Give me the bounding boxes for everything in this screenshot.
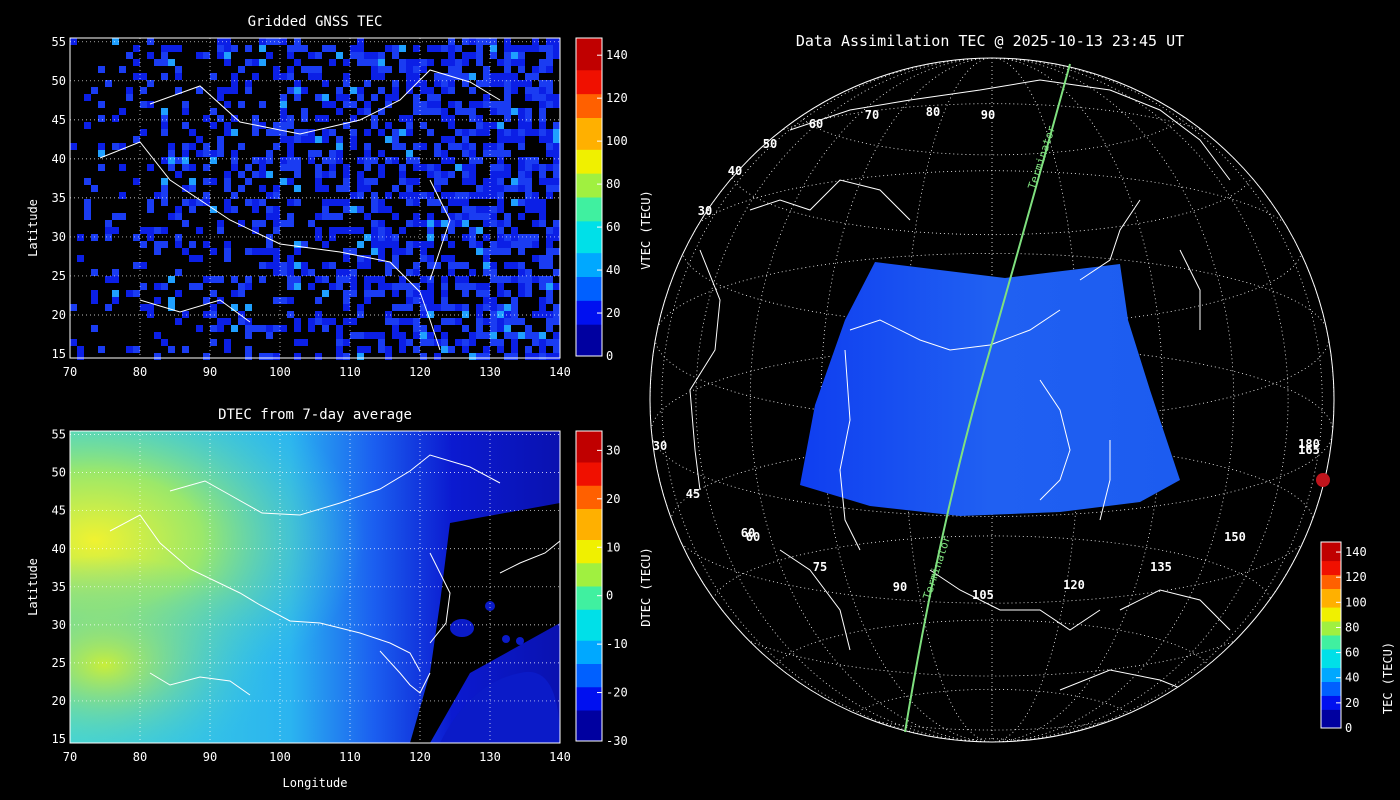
colorbar-tick-label: 100 [1345,595,1367,609]
y-tick-label: 30 [52,618,66,632]
colorbar-tick-label: 20 [606,492,620,506]
colorbar-tick-label: -30 [606,734,628,748]
y-tick-label: 50 [52,74,66,88]
top-left-title: Gridded GNSS TEC [247,14,383,30]
terminator-label-north: Terminator [1025,124,1058,191]
globe-map: Terminator Terminator 60 75 90 105 120 135 150… [649,57,1395,743]
globe-grid-label: 120 [1063,578,1085,592]
x-tick-label: 130 [479,750,501,764]
y-tick-label: 55 [52,35,66,49]
globe-lat-label: 60 [741,526,755,540]
x-tick-label: 100 [269,365,291,379]
x-tick-label: 140 [549,365,571,379]
globe-grid-label: 90 [893,580,907,594]
terminator-label-south: Terminator [920,534,953,601]
y-tick-label: 20 [52,308,66,322]
colorbar-tick-label: 0 [1345,721,1352,735]
bottom-left-ylabel: Latitude [26,558,40,616]
x-tick-label: 120 [409,750,431,764]
x-tick-label: 80 [133,365,147,379]
globe-lat-label: 30 [653,439,667,453]
y-tick-label: 35 [52,580,66,594]
y-tick-label: 25 [52,269,66,283]
colorbar-tick-label: 80 [1345,620,1359,634]
globe-grid-label: 150 [1224,530,1246,544]
colorbar-tick-label: 20 [1345,696,1359,710]
globe-grid-label: 60 [746,530,760,544]
x-tick-label: 90 [203,750,217,764]
colorbar-tick-label: 0 [606,349,613,363]
colorbar-tick-label: 140 [606,48,628,62]
y-tick-label: 40 [52,542,66,556]
x-tick-label: 110 [339,365,361,379]
y-tick-label: 20 [52,694,66,708]
top-left-colorbar-label: VTEC (TECU) [639,190,653,269]
terminator-line [904,63,1071,733]
y-tick-label: 40 [52,152,66,166]
globe-grid-label: 70 [865,108,879,122]
globe-grid-label: 80 [926,105,940,119]
colorbar-tick-label: 80 [606,177,620,191]
colorbar-tick-label: -10 [606,637,628,651]
y-tick-label: 30 [52,230,66,244]
globe-grid-label: 75 [813,560,827,574]
x-tick-label: 110 [339,750,361,764]
globe-grid-label: 40 [728,164,742,178]
colorbar-tick-label: 40 [1345,671,1359,685]
colorbar-tick-label: 140 [1345,545,1367,559]
y-tick-label: 45 [52,113,66,127]
globe-lat-label: 45 [686,487,700,501]
x-tick-label: 140 [549,750,571,764]
globe-grid-label: 90 [981,108,995,122]
top-left-map: 70 80 90 100 110 120 130 140 15 20 25 30 35 40 45 50 55… [26,35,653,379]
tec-swath [800,262,1180,516]
subsolar-marker [1316,473,1330,487]
globe-grid-label: 135 [1150,560,1172,574]
x-tick-label: 70 [63,750,77,764]
colorbar-tick-label: 60 [606,220,620,234]
y-tick-label: 15 [52,732,66,746]
y-tick-label: 35 [52,191,66,205]
x-tick-label: 70 [63,365,77,379]
globe-grid-label: 105 [972,588,994,602]
y-tick-label: 25 [52,656,66,670]
x-tick-label: 80 [133,750,147,764]
globe-title: Data Assimilation TEC @ 2025-10-13 23:45… [795,32,1185,50]
colorbar-tick-label: 40 [606,263,620,277]
globe-grid-label: 180 [1298,437,1320,451]
y-tick-label: 55 [52,428,66,442]
colorbar-tick-label: 10 [606,540,620,554]
x-tick-label: 120 [409,365,431,379]
bottom-left-xlabel: Longitude [282,776,347,790]
y-tick-label: 45 [52,504,66,518]
y-tick-label: 15 [52,347,66,361]
bottom-left-title: DTEC from 7-day average [218,407,412,423]
colorbar-tick-label: 0 [606,589,613,603]
colorbar-tick-label: -20 [606,686,628,700]
colorbar-tick-label: 20 [606,306,620,320]
top-left-ylabel: Latitude [26,199,40,257]
x-tick-label: 130 [479,365,501,379]
colorbar-tick-label: 120 [606,91,628,105]
globe-grid-label: 60 [809,117,823,131]
colorbar-tick-label: 120 [1345,570,1367,584]
globe-grid-label: 30 [698,204,712,218]
y-tick-label: 50 [52,466,66,480]
colorbar-tick-label: 30 [606,443,620,457]
globe-colorbar-label: TEC (TECU) [1381,642,1395,714]
x-tick-label: 100 [269,750,291,764]
colorbar-tick-label: 100 [606,134,628,148]
x-tick-label: 90 [203,365,217,379]
globe-grid-label: 50 [763,137,777,151]
bottom-left-colorbar-label: DTEC (TECU) [639,547,653,626]
colorbar-tick-label: 60 [1345,646,1359,660]
globe-grid-label: 165 [1298,443,1320,457]
bottom-left-map: 70 80 90 100 110 120 130 140 152025303540455055… [26,428,653,790]
